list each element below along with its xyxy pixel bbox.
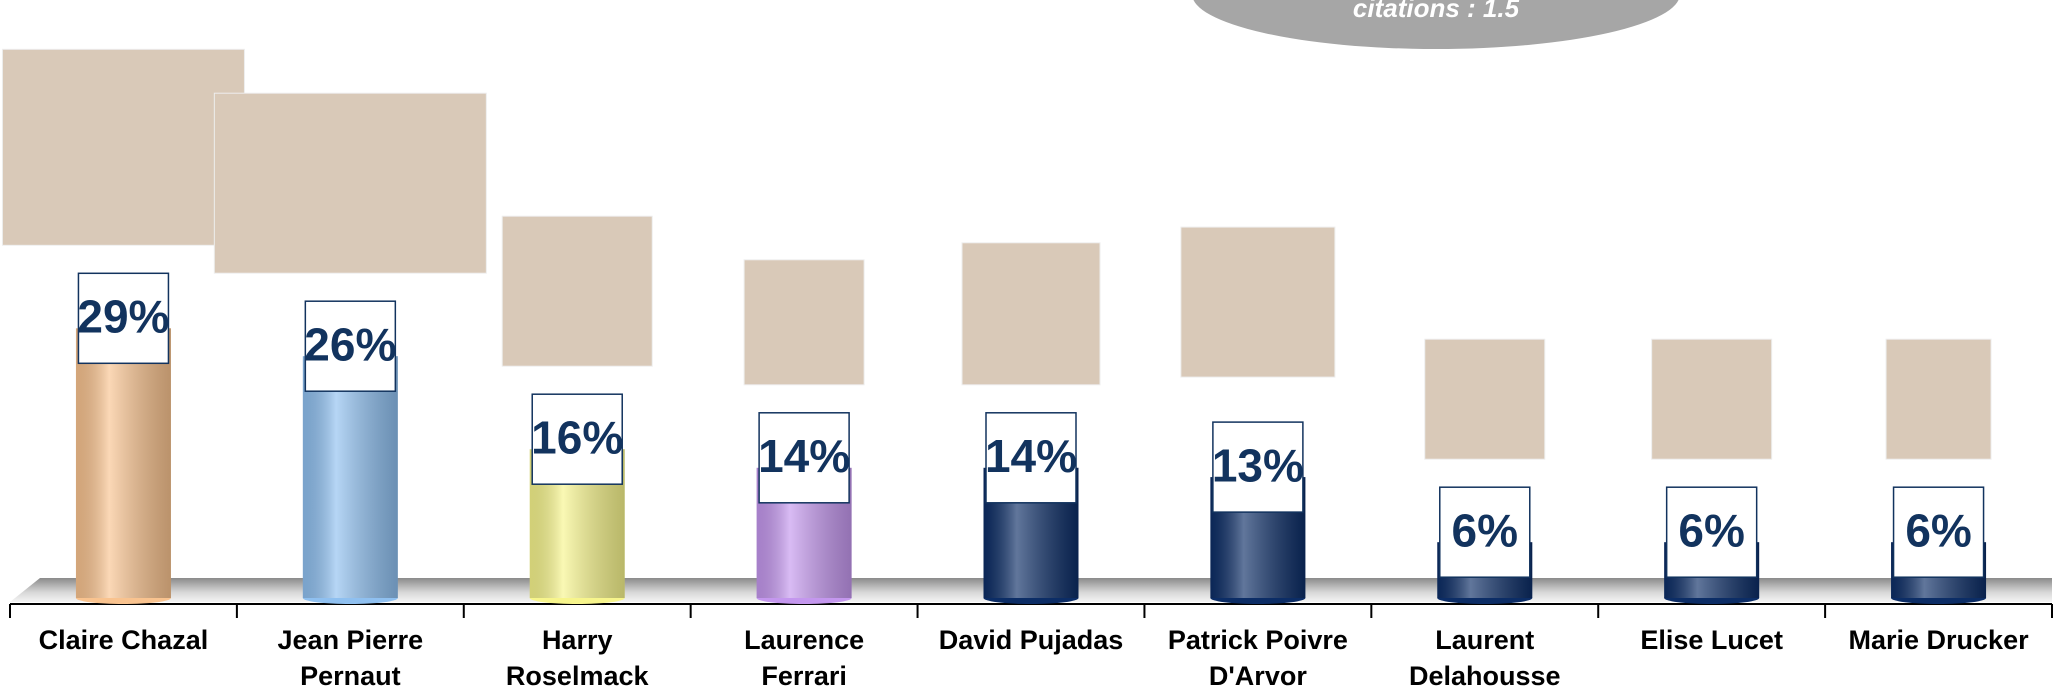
x-tick-label: Jean Pierre Pernaut (277, 625, 424, 691)
x-tick-label: Laurent Delahousse (1408, 625, 1561, 691)
value-label: 29% (77, 290, 169, 342)
x-tick-label: Patrick Poivre D'Arvor (1167, 625, 1348, 691)
x-tick-label: Harry Roselmack (505, 625, 649, 691)
value-label-box (1212, 421, 1304, 513)
x-tick-label: Marie Drucker (1848, 625, 2029, 655)
photo (743, 259, 865, 386)
photo (1885, 338, 1992, 460)
photo (961, 242, 1101, 386)
value-label-box (1439, 486, 1531, 578)
bar-shade (302, 356, 398, 598)
value-label: 14% (758, 430, 850, 482)
photo (1651, 338, 1773, 460)
x-tick-label: Laurence Ferrari (744, 625, 865, 691)
value-label-box (1892, 486, 1985, 578)
value-label: 6% (1452, 504, 1518, 556)
value-label-box (758, 412, 850, 504)
value-label-box (1665, 486, 1758, 578)
bar-shade (75, 328, 171, 598)
value-label-box (531, 393, 623, 485)
value-label-box (985, 412, 1077, 504)
value-label: 6% (1678, 504, 1744, 556)
value-label: 16% (531, 411, 623, 463)
x-tick-label: David Pujadas (938, 625, 1124, 655)
x-tick-label: Elise Lucet (1640, 625, 1783, 655)
photo (1424, 338, 1546, 460)
value-label-box (304, 300, 397, 392)
value-label: 13% (1212, 439, 1304, 491)
value-label: 26% (304, 318, 396, 370)
photo (501, 215, 653, 367)
photo (1, 48, 245, 246)
annotation: citations : 1.5 (1353, 0, 1520, 23)
value-label: 6% (1905, 504, 1971, 556)
x-tick-label: Claire Chazal (38, 625, 209, 655)
annotation-bubble (1193, 0, 1679, 49)
photo (1180, 226, 1336, 378)
value-label: 14% (985, 430, 1077, 482)
photo (213, 92, 487, 274)
value-label-box (77, 272, 170, 365)
